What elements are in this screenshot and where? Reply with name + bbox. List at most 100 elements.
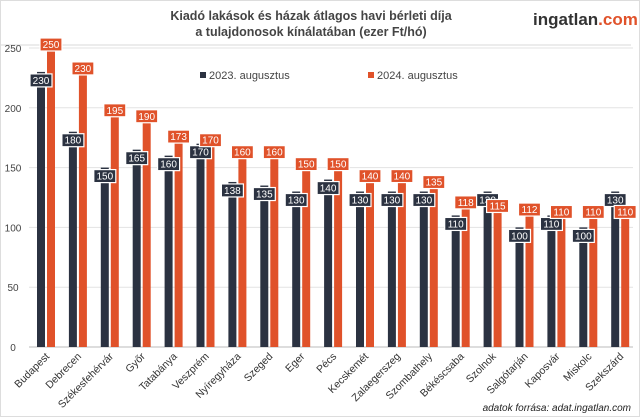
y-tick-label: 0	[10, 343, 16, 354]
y-tick-label: 50	[7, 283, 19, 294]
data-label: 130	[352, 196, 369, 207]
data-label-box	[157, 157, 181, 172]
data-label-box	[571, 228, 595, 243]
y-tick-label: 200	[5, 104, 22, 115]
x-tick-label: Kaposvár	[523, 350, 563, 390]
bar-2023	[68, 131, 77, 347]
legend-label-2023: 2023. augusztus	[209, 70, 290, 82]
bar-2024	[78, 71, 87, 348]
data-label-box	[284, 192, 308, 208]
bar-2023	[292, 191, 301, 347]
data-label: 170	[192, 148, 209, 159]
data-label: 110	[543, 219, 559, 230]
bar-2023	[451, 215, 460, 347]
data-label: 110	[617, 207, 633, 218]
data-label: 115	[490, 201, 506, 212]
data-label-box	[252, 186, 276, 202]
data-label: 160	[234, 148, 251, 159]
data-label: 160	[160, 160, 177, 171]
bar-2024	[47, 48, 55, 347]
data-label-box	[294, 157, 318, 172]
data-label: 130	[384, 196, 401, 207]
data-label-box	[486, 198, 510, 214]
data-label: 130	[415, 196, 432, 207]
x-tick-label: Székesfehérvár	[56, 350, 116, 410]
data-label-box	[348, 192, 372, 208]
legend: 2023. augusztus 2024. augusztus	[200, 70, 458, 82]
data-label-box	[549, 204, 574, 220]
data-label: 165	[128, 154, 145, 165]
data-label: 140	[320, 184, 337, 195]
data-label: 140	[394, 172, 411, 183]
data-label: 190	[138, 112, 155, 123]
data-label: 135	[256, 190, 273, 201]
data-label-box	[220, 183, 244, 198]
x-tick-label: Pécs	[314, 351, 339, 376]
data-label: 150	[330, 160, 347, 171]
data-label: 230	[33, 76, 50, 87]
ingatlan-logo: ingatlan.com	[533, 10, 638, 29]
bar-2023	[483, 191, 492, 347]
chart-subtitle: a tulajdonosok kínálatában (ezer Ft/hó)	[195, 25, 426, 39]
data-label: 135	[425, 178, 442, 189]
y-tick-label: 150	[5, 164, 22, 175]
data-label: 170	[202, 136, 219, 147]
data-label: 195	[106, 106, 123, 117]
data-label-box	[390, 168, 414, 184]
data-label: 110	[585, 207, 601, 218]
bar-2024	[397, 179, 406, 347]
x-tick-label: Szeged	[242, 351, 276, 385]
x-tick-label: Győr	[123, 350, 148, 375]
legend-label-2024: 2024. augusztus	[377, 70, 458, 82]
bar-2024	[366, 179, 374, 347]
data-label: 230	[75, 64, 92, 75]
bar-2024	[174, 140, 183, 347]
y-tick-label: 100	[5, 223, 22, 234]
data-label: 138	[224, 186, 241, 197]
bar-2023	[260, 185, 269, 347]
bar-2023	[100, 167, 109, 347]
bar-2023	[324, 179, 333, 347]
bar-2023	[515, 227, 524, 347]
data-label: 180	[65, 136, 82, 147]
data-label-box	[380, 192, 404, 208]
bar-2024	[334, 167, 343, 347]
data-label: 150	[96, 172, 113, 183]
data-label: 100	[511, 231, 528, 242]
data-label: 130	[288, 196, 305, 207]
data-label-box	[444, 216, 468, 232]
data-label-box	[326, 157, 350, 172]
bar-2023	[228, 181, 237, 347]
data-label-box	[230, 145, 254, 160]
data-label-box	[422, 174, 446, 190]
bar-2024	[493, 209, 502, 347]
data-label-box	[198, 133, 223, 148]
data-label: 150	[298, 160, 315, 171]
bar-2024	[238, 155, 247, 347]
data-label-box	[167, 129, 191, 144]
data-label: 112	[522, 205, 538, 216]
bar-2024	[461, 205, 470, 347]
data-label-box	[103, 103, 127, 118]
data-label-box	[412, 192, 436, 208]
bar-2023	[419, 191, 428, 347]
data-label-box	[39, 37, 63, 52]
bar-2023	[547, 215, 556, 347]
data-label-box	[262, 145, 286, 160]
y-tick-label: 250	[5, 44, 22, 55]
bar-2023	[387, 191, 396, 347]
bar-2023	[611, 191, 620, 347]
x-tick-label: Eger	[283, 350, 308, 375]
bar-2024	[589, 215, 598, 347]
data-label: 173	[170, 132, 187, 143]
data-label: 130	[607, 196, 624, 207]
bar-2023	[164, 155, 173, 347]
data-label: 118	[458, 198, 474, 209]
data-label-box	[135, 109, 159, 124]
data-label: 110	[553, 207, 569, 218]
source-note: adatok forrása: adat.ingatlan.com	[483, 403, 631, 414]
data-label: 160	[266, 148, 283, 159]
data-label-box	[613, 204, 637, 220]
data-label: 250	[43, 40, 60, 51]
